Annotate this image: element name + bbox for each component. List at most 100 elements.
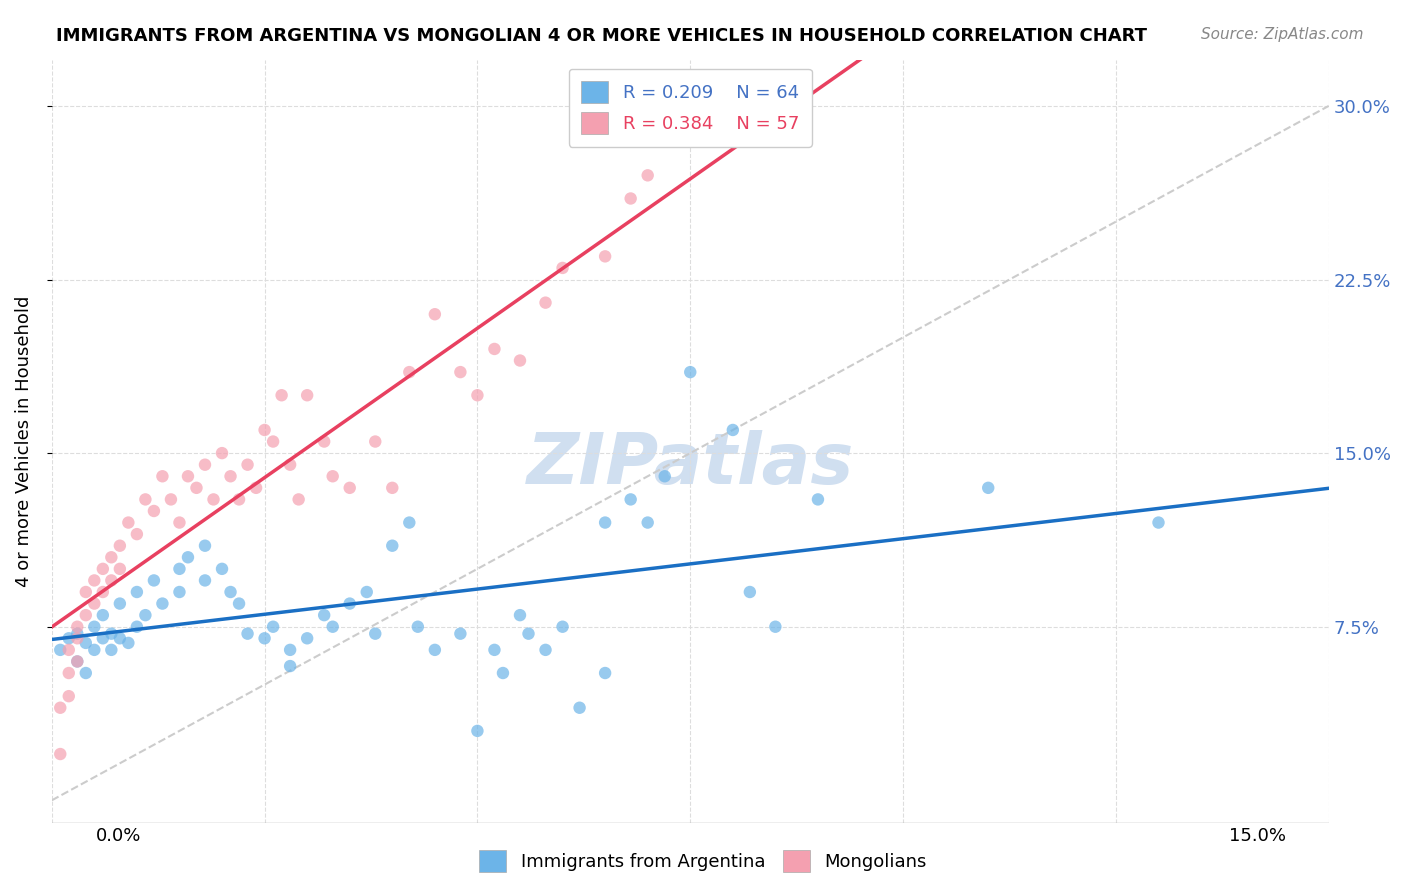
Point [322,469,344,483]
Point [49,643,72,657]
Point [211,562,233,576]
Point [262,620,284,634]
Point [356,585,378,599]
Point [108,539,131,553]
Point [637,516,659,530]
Point [236,626,259,640]
Point [977,481,1000,495]
Point [637,169,659,183]
Point [194,574,217,588]
Text: 0.0%: 0.0% [96,827,141,845]
Point [620,492,643,507]
Legend: Immigrants from Argentina, Mongolians: Immigrants from Argentina, Mongolians [479,850,927,871]
Point [721,423,744,437]
Y-axis label: 4 or more Vehicles in Household: 4 or more Vehicles in Household [15,296,32,587]
Point [398,365,420,379]
Point [262,434,284,449]
Point [449,626,471,640]
Point [83,643,105,657]
Point [534,643,557,657]
Point [807,492,830,507]
Point [278,659,301,673]
Point [314,434,336,449]
Point [1147,516,1170,530]
Point [322,620,344,634]
Point [551,620,574,634]
Point [75,666,97,681]
Point [467,388,489,402]
Point [58,666,80,681]
Point [100,643,122,657]
Point [100,550,122,565]
Point [100,626,122,640]
Point [509,353,531,368]
Point [381,539,404,553]
Point [287,492,309,507]
Point [484,643,506,657]
Point [679,365,702,379]
Point [253,423,276,437]
Text: 15.0%: 15.0% [1229,827,1286,845]
Point [534,295,557,310]
Point [593,516,616,530]
Point [593,249,616,263]
Point [134,608,156,623]
Point [142,504,165,518]
Point [66,632,89,646]
Point [398,516,420,530]
Point [142,574,165,588]
Point [228,597,250,611]
Text: ZIPatlas: ZIPatlas [527,430,853,499]
Point [152,597,174,611]
Point [270,388,292,402]
Point [66,620,89,634]
Point [339,481,361,495]
Point [517,626,540,640]
Point [160,492,183,507]
Point [314,608,336,623]
Point [253,632,276,646]
Point [125,585,148,599]
Point [66,655,89,669]
Text: IMMIGRANTS FROM ARGENTINA VS MONGOLIAN 4 OR MORE VEHICLES IN HOUSEHOLD CORRELATI: IMMIGRANTS FROM ARGENTINA VS MONGOLIAN 4… [56,27,1147,45]
Point [278,458,301,472]
Point [202,492,225,507]
Point [169,562,191,576]
Point [295,632,318,646]
Point [83,620,105,634]
Point [177,550,200,565]
Point [58,689,80,703]
Point [381,481,404,495]
Point [177,469,200,483]
Point [509,608,531,623]
Point [219,469,242,483]
Point [134,492,156,507]
Point [83,597,105,611]
Point [117,516,139,530]
Point [91,608,114,623]
Point [186,481,208,495]
Point [152,469,174,483]
Point [49,747,72,761]
Point [108,562,131,576]
Point [58,643,80,657]
Point [654,469,676,483]
Point [484,342,506,356]
Point [228,492,250,507]
Point [125,527,148,541]
Point [75,585,97,599]
Point [620,192,643,206]
Point [449,365,471,379]
Point [278,643,301,657]
Point [49,700,72,714]
Point [364,434,387,449]
Point [679,122,702,136]
Point [423,307,446,321]
Point [125,620,148,634]
Point [169,585,191,599]
Legend: R = 0.209    N = 64, R = 0.384    N = 57: R = 0.209 N = 64, R = 0.384 N = 57 [568,69,811,147]
Point [108,632,131,646]
Point [75,608,97,623]
Point [66,655,89,669]
Point [117,636,139,650]
